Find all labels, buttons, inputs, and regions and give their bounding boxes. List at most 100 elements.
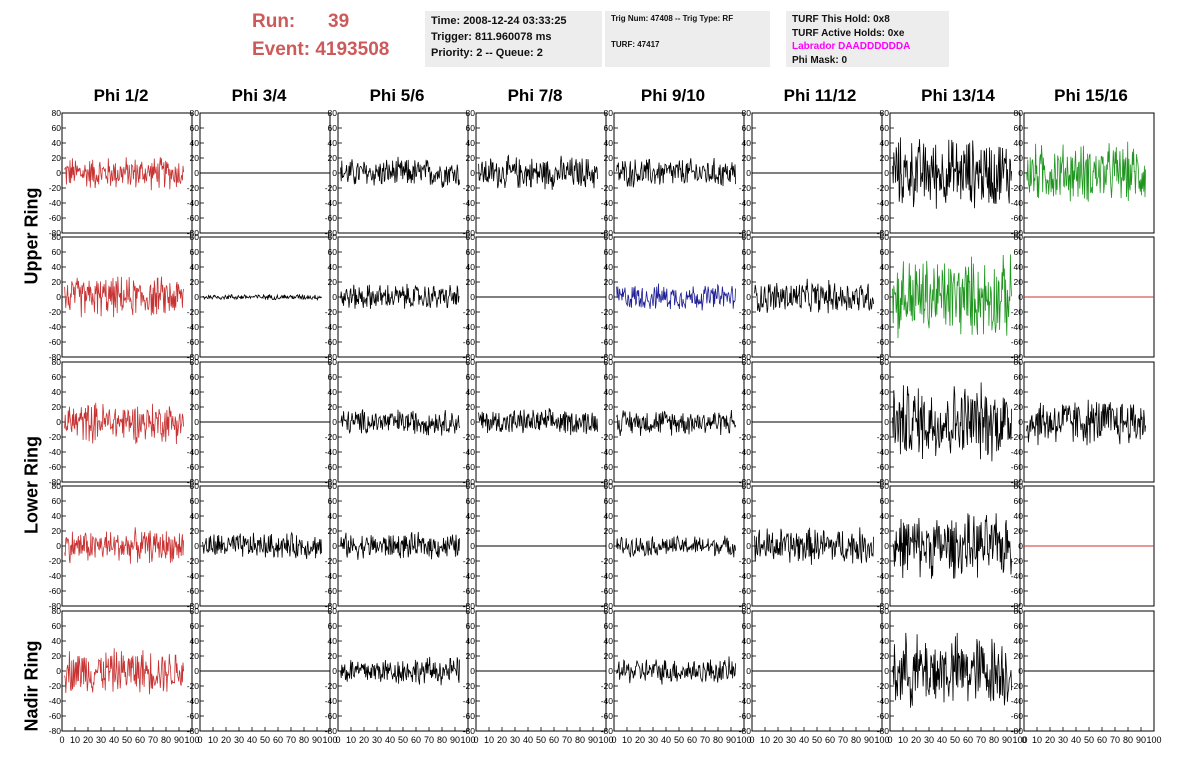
panel-r3-c5: -80 -60 -40 -20 0 20 40 60 80 [739,481,883,611]
y-tick-label: 20 [742,651,752,661]
y-tick-label: 40 [190,138,200,148]
panel-r1-c0: -80 -60 -40 -20 0 20 40 60 80 [49,232,193,362]
y-tick-label: 60 [52,621,62,631]
y-tick-label: -80 [739,726,752,736]
x-tick-label: 10 [208,735,218,745]
y-tick-label: 40 [742,387,752,397]
x-tick-label: 60 [273,735,283,745]
y-tick-label: 40 [1014,138,1024,148]
y-tick-label: 0 [608,292,613,302]
y-tick-label: 40 [880,262,890,272]
y-tick-label: 40 [604,387,614,397]
x-tick-label: 100 [322,735,337,745]
x-tick-label: 70 [562,735,572,745]
x-tick-label: 30 [786,735,796,745]
y-tick-label: 0 [746,417,751,427]
x-tick-label: 10 [622,735,632,745]
x-tick-label: 0 [749,735,754,745]
y-tick-label: 60 [742,496,752,506]
x-tick-label: 80 [575,735,585,745]
event-label: Event: [252,39,311,60]
y-tick-label: -20 [739,307,752,317]
y-tick-label: -80 [49,228,62,238]
y-tick-label: 80 [604,606,614,616]
y-tick-label: 20 [328,402,338,412]
x-tick-label: 90 [1002,735,1012,745]
y-tick-label: 60 [466,496,476,506]
y-tick-label: -40 [601,198,614,208]
y-tick-label: -20 [739,681,752,691]
time-info-box: Time: 2008-12-24 03:33:25 Trigger: 811.9… [425,11,602,67]
y-tick-label: 80 [328,606,338,616]
panel-r0-c3: -80 -60 -40 -20 0 20 40 60 80 [463,108,607,238]
y-tick-label: 20 [1014,402,1024,412]
y-tick-label: 0 [56,541,61,551]
panel-frame [613,485,745,607]
y-tick-label: 20 [880,153,890,163]
y-tick-label: 20 [466,277,476,287]
y-tick-label: -80 [49,726,62,736]
panel-r1-c4: -80 -60 -40 -20 0 20 40 60 80 [601,232,745,362]
x-tick-label: 10 [70,735,80,745]
x-tick-label: 20 [911,735,921,745]
y-tick-label: 0 [56,292,61,302]
y-tick-label: -40 [739,571,752,581]
y-tick-label: -80 [325,477,338,487]
y-tick-label: 60 [328,621,338,631]
x-tick-label: 10 [760,735,770,745]
x-tick-label: 50 [260,735,270,745]
waveform-trace [340,283,460,309]
y-tick-label: -20 [49,681,62,691]
panel-r3-c2: -80 -60 -40 -20 0 20 40 60 80 [325,481,469,611]
column-header-phi-1-2: Phi 1/2 [93,86,149,105]
y-tick-label: 40 [604,138,614,148]
panel-r3-c4: -80 -60 -40 -20 0 20 40 60 80 [601,481,745,611]
y-tick-label: -80 [877,228,890,238]
y-tick-label: -40 [601,571,614,581]
trig-num-text: Trig Num: 47408 -- Trig Type: RF [611,14,734,23]
y-tick-label: -20 [601,307,614,317]
y-tick-label: -60 [463,711,476,721]
y-tick-label: -40 [877,571,890,581]
waveform-trace [1026,141,1146,202]
y-tick-label: 20 [328,277,338,287]
y-tick-label: 0 [194,168,199,178]
y-tick-label: 40 [1014,511,1024,521]
x-tick-label: 80 [1123,735,1133,745]
waveform-trace [892,382,1012,462]
y-tick-label: 40 [52,636,62,646]
y-tick-label: 40 [742,636,752,646]
y-tick-label: -60 [739,711,752,721]
y-tick-label: 40 [604,262,614,272]
panel-r1-c5: -80 -60 -40 -20 0 20 40 60 80 [739,232,883,362]
waveform-trace [340,156,460,188]
y-tick-label: 20 [1014,277,1024,287]
waveform-trace [64,157,184,191]
y-tick-label: -80 [1011,726,1024,736]
x-tick-label: 60 [825,735,835,745]
y-tick-label: 0 [194,292,199,302]
y-tick-label: -20 [49,432,62,442]
waveform-trace [892,513,1012,579]
y-tick-label: -80 [601,352,614,362]
y-tick-label: -60 [1011,711,1024,721]
y-tick-label: 0 [332,168,337,178]
x-tick-label: 90 [726,735,736,745]
y-tick-label: 80 [328,108,338,118]
y-tick-label: 80 [328,357,338,367]
y-tick-label: 40 [328,636,338,646]
y-tick-label: -60 [1011,337,1024,347]
y-tick-label: 80 [604,232,614,242]
y-tick-label: 20 [880,526,890,536]
y-tick-label: -40 [325,447,338,457]
y-tick-label: 60 [190,496,200,506]
y-tick-label: -20 [463,307,476,317]
column-header-phi-5-6: Phi 5/6 [369,86,425,105]
waveform-trace [616,409,736,436]
x-tick-label: 40 [661,735,671,745]
y-tick-label: -40 [463,696,476,706]
y-tick-label: -40 [187,447,200,457]
y-tick-label: -40 [739,322,752,332]
